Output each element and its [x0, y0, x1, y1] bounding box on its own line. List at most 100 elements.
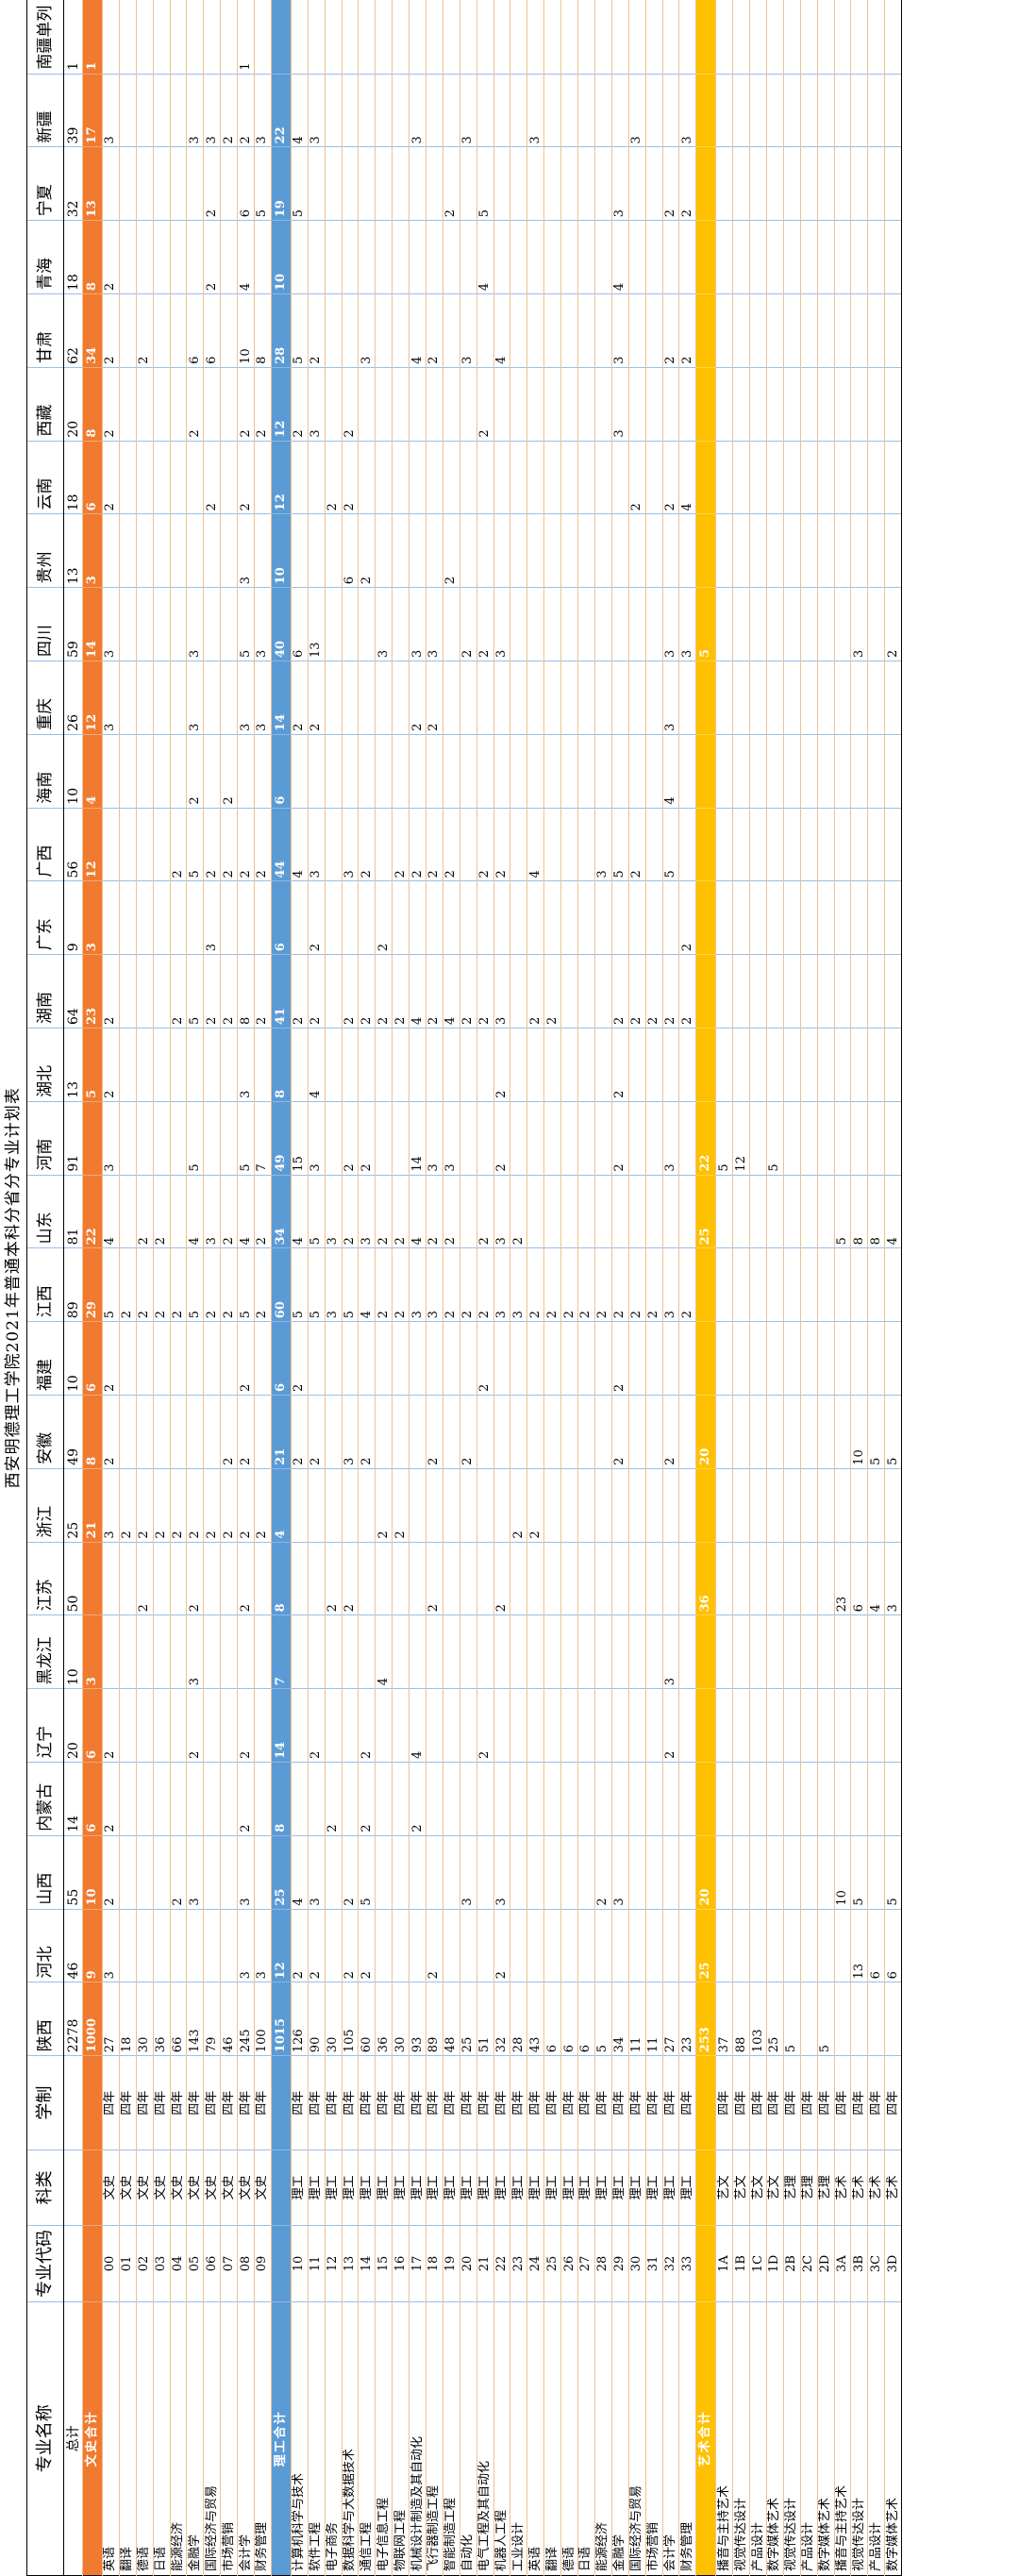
quota-cell: [543, 1175, 561, 1248]
quota-cell: 2: [493, 1028, 510, 1102]
major-code: 16: [392, 2225, 409, 2302]
quota-cell: [409, 513, 426, 588]
quota-cell: [443, 734, 460, 809]
quota-cell: [308, 1468, 326, 1543]
quota-cell: 2: [493, 1909, 510, 1982]
quota-cell: [645, 1909, 662, 1982]
quota-cell: 3: [662, 587, 679, 661]
quota-cell: [628, 1909, 646, 1982]
quota-cell: [766, 808, 784, 881]
quota-cell: [884, 441, 902, 514]
major-code: 31: [645, 2225, 662, 2302]
quota-cell: [867, 880, 885, 955]
quota-cell: [560, 1321, 578, 1396]
quota-cell: 2: [526, 954, 544, 1029]
quota-cell: [136, 1688, 154, 1763]
quota-cell: [526, 1688, 544, 1763]
quota-cell: 3: [594, 808, 612, 881]
quota-cell: 88: [732, 1982, 750, 2056]
program-length: 四年: [817, 2055, 835, 2150]
quota-cell: 12: [732, 1101, 750, 1176]
quota-cell: 3: [678, 74, 696, 147]
quota-cell: [817, 1321, 835, 1396]
quota-cell: [834, 1321, 851, 1396]
quota-cell: 2: [662, 146, 679, 221]
quota-cell: [594, 146, 612, 221]
quota-cell: [766, 587, 784, 661]
quota-cell: [766, 1688, 784, 1763]
quota-cell: 2: [203, 954, 221, 1029]
quota-cell: [783, 954, 801, 1029]
quota-cell: [678, 661, 696, 735]
subject-category: [695, 2149, 716, 2226]
quota-cell: [867, 74, 885, 147]
quota-cell: [628, 661, 646, 735]
quota-cell: [817, 1395, 835, 1469]
quota-cell: [678, 1688, 696, 1763]
header-province: 宁夏: [26, 146, 64, 221]
quota-cell: [678, 1762, 696, 1836]
quota-cell: 5: [82, 1028, 103, 1102]
major-code: [82, 2225, 103, 2302]
quota-cell: [510, 1909, 527, 1982]
quota-cell: [560, 441, 578, 514]
quota-cell: [136, 880, 154, 955]
quota-cell: [102, 0, 120, 75]
quota-cell: [493, 367, 510, 442]
quota-cell: [766, 1909, 784, 1982]
quota-cell: [392, 220, 409, 294]
quota-cell: [577, 880, 595, 955]
quota-cell: [510, 734, 527, 809]
subject-category: 文史: [170, 2149, 187, 2226]
quota-cell: 3: [409, 587, 426, 661]
quota-cell: [426, 220, 443, 294]
quota-cell: [291, 1688, 309, 1763]
quota-cell: [749, 1321, 767, 1396]
quota-cell: [850, 74, 868, 147]
quota-cell: [628, 1542, 646, 1615]
quota-cell: [153, 1101, 171, 1176]
quota-cell: [560, 1468, 578, 1543]
quota-cell: [426, 0, 443, 75]
quota-cell: 2: [678, 880, 696, 955]
quota-cell: [577, 1028, 595, 1102]
quota-cell: [342, 880, 359, 955]
quota-cell: [732, 220, 750, 294]
quota-cell: [749, 1175, 767, 1248]
quota-cell: 3: [662, 661, 679, 735]
quota-cell: 3: [611, 367, 629, 442]
quota-cell: [678, 0, 696, 75]
quota-cell: [510, 1101, 527, 1176]
quota-cell: [766, 367, 784, 442]
quota-cell: [834, 293, 851, 368]
quota-cell: 2: [611, 1321, 629, 1396]
quota-cell: [628, 1835, 646, 1910]
quota-cell: [645, 1762, 662, 1836]
quota-cell: [817, 1101, 835, 1176]
quota-cell: [695, 146, 716, 221]
quota-cell: 2: [237, 441, 255, 514]
quota-cell: [136, 954, 154, 1029]
quota-cell: 3: [254, 661, 272, 735]
quota-cell: [170, 74, 187, 147]
quota-cell: [749, 513, 767, 588]
quota-cell: 8: [271, 1762, 292, 1836]
subject-category: 理工: [459, 2149, 477, 2226]
quota-cell: [220, 220, 238, 294]
quota-cell: [325, 1395, 342, 1469]
quota-cell: [476, 1101, 494, 1176]
major-code: 00: [102, 2225, 120, 2302]
quota-cell: [375, 1395, 393, 1469]
quota-cell: [867, 220, 885, 294]
quota-cell: [136, 1101, 154, 1176]
quota-cell: 5: [237, 1101, 255, 1176]
quota-cell: [850, 880, 868, 955]
quota-cell: [594, 1762, 612, 1836]
quota-cell: [577, 734, 595, 809]
quota-cell: [325, 1688, 342, 1763]
quota-cell: 3: [325, 1247, 342, 1322]
quota-cell: 2: [611, 954, 629, 1029]
quota-cell: [611, 1175, 629, 1248]
quota-cell: [119, 441, 137, 514]
quota-cell: [732, 734, 750, 809]
